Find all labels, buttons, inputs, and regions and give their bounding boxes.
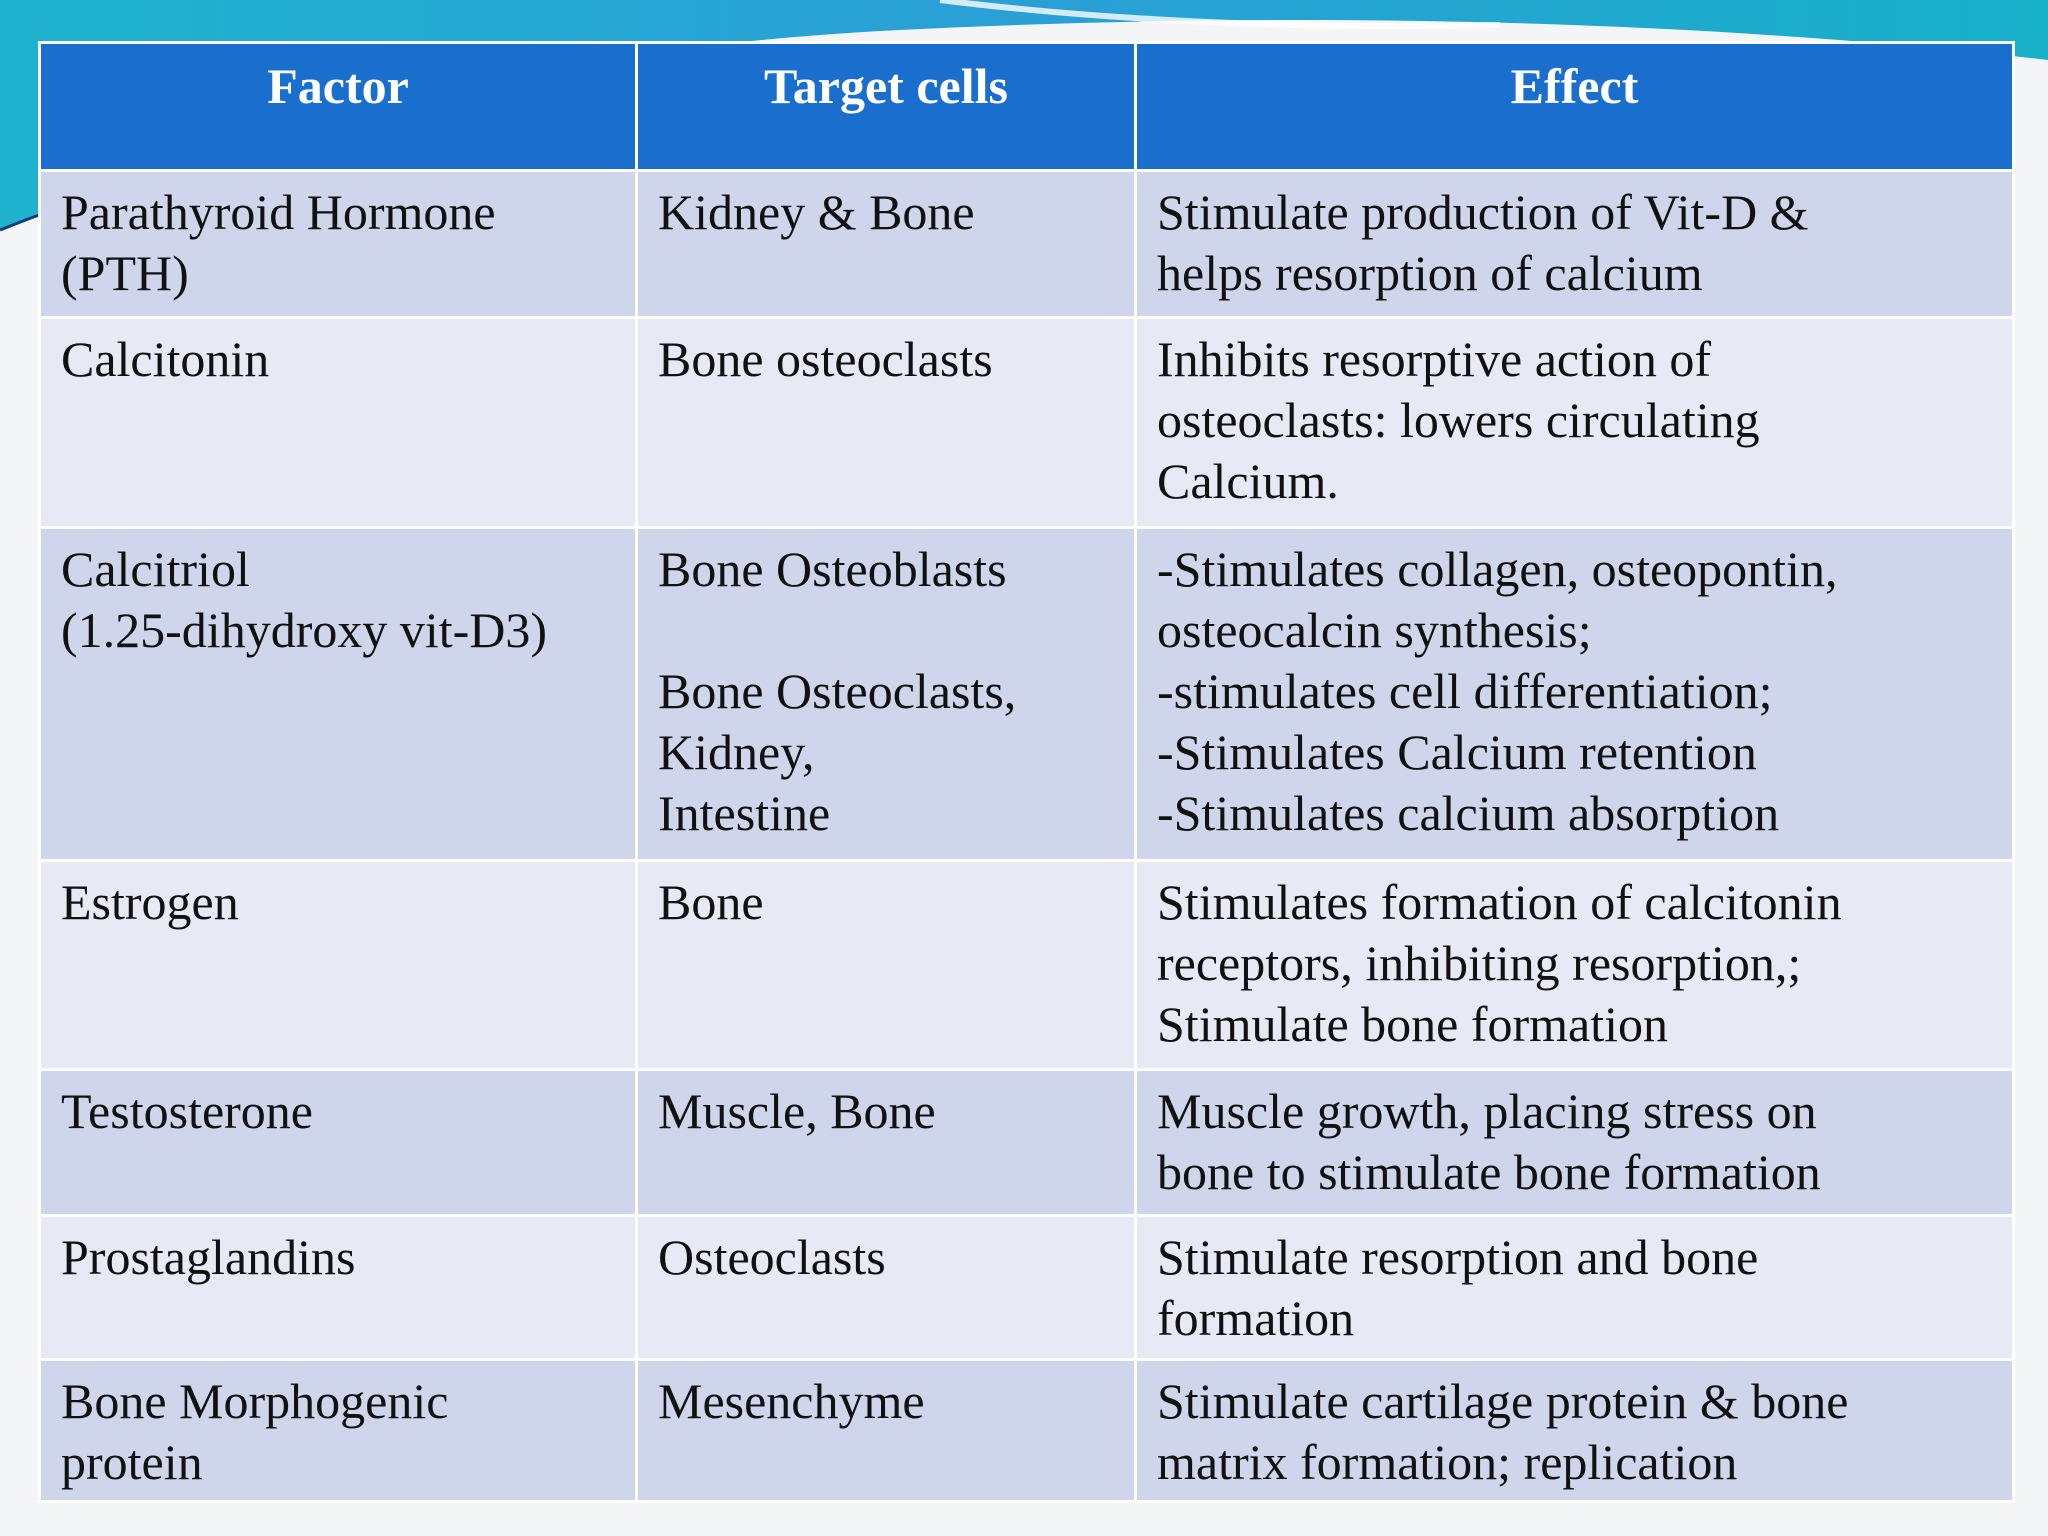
cell-targets: Kidney & Bone (635, 169, 1137, 319)
cell-line: Testosterone (61, 1083, 313, 1139)
table-body: Parathyroid Hormone (PTH) Kidney & Bone … (38, 169, 2015, 1503)
cell-line: formation (1157, 1290, 1355, 1346)
cell-line: Intestine (658, 785, 831, 841)
cell-effect: Stimulate production of Vit-D & helps re… (1134, 169, 2015, 319)
cell-factor: Calcitriol (1.25-dihydroxy vit-D3) (38, 526, 638, 862)
cell-line: Muscle, Bone (658, 1083, 936, 1139)
cell-line: Mesenchyme (658, 1373, 925, 1429)
cell-effect: -Stimulates collagen, osteopontin, osteo… (1134, 526, 2015, 862)
cell-line: Osteoclasts (658, 1229, 886, 1285)
cell-effect: Stimulates formation of calcitonin recep… (1134, 859, 2015, 1071)
cell-factor: Testosterone (38, 1068, 638, 1217)
header-factor: Factor (38, 41, 638, 172)
cell-factor: Estrogen (38, 859, 638, 1071)
cell-line: Kidney & Bone (658, 184, 975, 240)
cell-line: Stimulates formation of calcitonin (1157, 874, 1842, 930)
cell-targets: Bone Osteoblasts Bone Osteoclasts, Kidne… (635, 526, 1137, 862)
cell-targets: Osteoclasts (635, 1214, 1137, 1361)
cell-line: Bone Osteoclasts, (658, 663, 1017, 719)
table-row: Testosterone Muscle, Bone Muscle growth,… (38, 1068, 2015, 1217)
table-row: Bone Morphogenic protein Mesenchyme Stim… (38, 1358, 2015, 1503)
cell-line: Muscle growth, placing stress on (1157, 1083, 1817, 1139)
table-row: Calcitriol (1.25-dihydroxy vit-D3) Bone … (38, 526, 2015, 862)
cell-line: Stimulate cartilage protein & bone (1157, 1373, 1849, 1429)
table-row: Prostaglandins Osteoclasts Stimulate res… (38, 1214, 2015, 1361)
cell-effect: Stimulate resorption and bone formation (1134, 1214, 2015, 1361)
cell-line: Stimulate bone formation (1157, 996, 1669, 1052)
cell-line: -Stimulates Calcium retention (1157, 724, 1757, 780)
cell-spacer (658, 600, 1114, 661)
cell-line: osteoclasts: lowers circulating (1157, 392, 1760, 448)
cell-targets: Mesenchyme (635, 1358, 1137, 1503)
cell-line: -Stimulates collagen, osteopontin, (1157, 541, 1838, 597)
cell-factor: Bone Morphogenic protein (38, 1358, 638, 1503)
cell-targets: Bone osteoclasts (635, 316, 1137, 529)
cell-line: Parathyroid Hormone (61, 184, 496, 240)
cell-factor: Parathyroid Hormone (PTH) (38, 169, 638, 319)
cell-line: Bone Morphogenic (61, 1373, 449, 1429)
table-row: Calcitonin Bone osteoclasts Inhibits res… (38, 316, 2015, 529)
cell-line: Stimulate production of Vit-D & (1157, 184, 1809, 240)
header-effect: Effect (1134, 41, 2015, 172)
cell-line: Estrogen (61, 874, 239, 930)
factors-table-container: Factor Target cells Effect Parathyroid H… (38, 41, 2015, 1503)
table-row: Parathyroid Hormone (PTH) Kidney & Bone … (38, 169, 2015, 319)
cell-line: Inhibits resorptive action of (1157, 331, 1712, 387)
cell-line: (PTH) (61, 245, 189, 301)
cell-targets: Muscle, Bone (635, 1068, 1137, 1217)
cell-factor: Calcitonin (38, 316, 638, 529)
cell-line: receptors, inhibiting resorption,; (1157, 935, 1802, 991)
cell-factor: Prostaglandins (38, 1214, 638, 1361)
cell-line: Calcium. (1157, 453, 1339, 509)
cell-line: Bone (658, 874, 764, 930)
cell-line: helps resorption of calcium (1157, 245, 1703, 301)
cell-line: Stimulate resorption and bone (1157, 1229, 1759, 1285)
cell-effect: Muscle growth, placing stress on bone to… (1134, 1068, 2015, 1217)
cell-line: Calcitonin (61, 331, 270, 387)
cell-line: Calcitriol (61, 541, 250, 597)
cell-effect: Stimulate cartilage protein & bone matri… (1134, 1358, 2015, 1503)
table-row: Estrogen Bone Stimulates formation of ca… (38, 859, 2015, 1071)
table-header-row: Factor Target cells Effect (38, 41, 2015, 172)
cell-line: osteocalcin synthesis; (1157, 602, 1592, 658)
header-target-cells: Target cells (635, 41, 1137, 172)
cell-effect: Inhibits resorptive action of osteoclast… (1134, 316, 2015, 529)
cell-line: -Stimulates calcium absorption (1157, 785, 1780, 841)
cell-line: Bone Osteoblasts (658, 541, 1007, 597)
cell-line: Kidney, (658, 724, 815, 780)
cell-targets: Bone (635, 859, 1137, 1071)
cell-line: matrix formation; replication (1157, 1434, 1738, 1490)
cell-line: protein (61, 1434, 203, 1490)
cell-line: (1.25-dihydroxy vit-D3) (61, 602, 548, 658)
cell-line: bone to stimulate bone formation (1157, 1144, 1821, 1200)
bone-factors-table: Factor Target cells Effect Parathyroid H… (38, 41, 2015, 1503)
cell-line: Prostaglandins (61, 1229, 356, 1285)
cell-line: Bone osteoclasts (658, 331, 993, 387)
cell-line: -stimulates cell differentiation; (1157, 663, 1773, 719)
